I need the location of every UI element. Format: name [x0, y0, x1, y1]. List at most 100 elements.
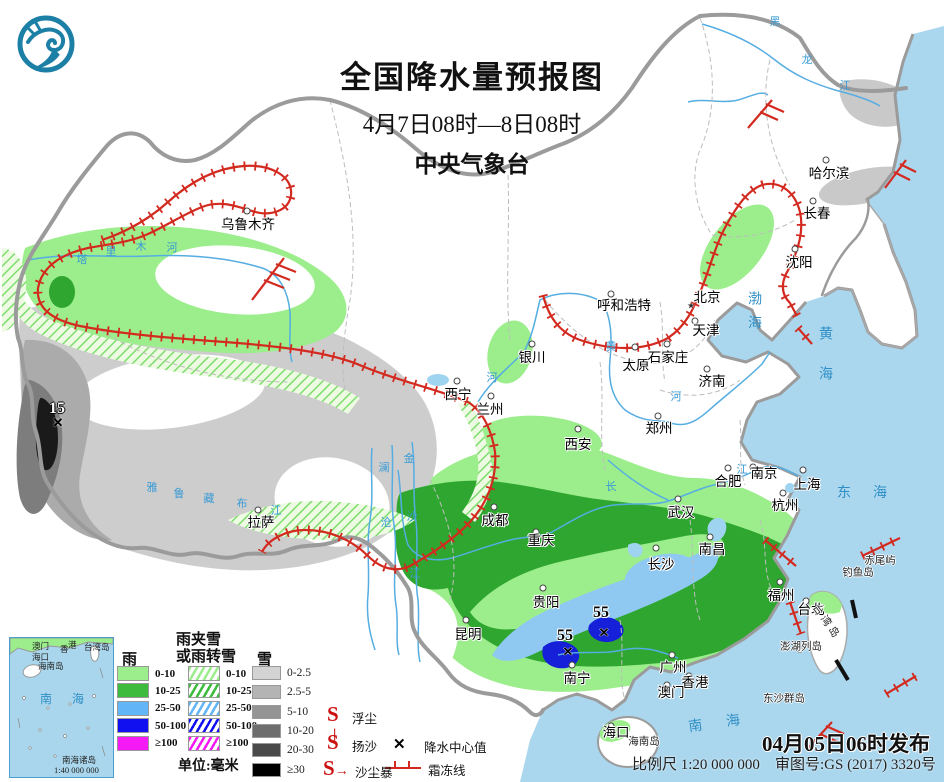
city-label: 广州 [659, 660, 687, 675]
city-label: 重庆 [527, 533, 555, 548]
legend-item: 10-25 [188, 683, 252, 699]
island-label: 东沙群岛 [763, 693, 805, 705]
inset-scale-label: 1:40 000 000 [54, 765, 99, 775]
precip-center-icon: ✕ [393, 737, 406, 753]
river-label: 鲁 [173, 488, 185, 500]
city-label: 成都 [481, 513, 509, 528]
legend-item: 10-20 [252, 723, 314, 738]
city-marker [652, 544, 660, 552]
city-marker [691, 317, 699, 325]
legend-item: 10-25 [117, 683, 181, 699]
legend-item-label: ≥30 [287, 763, 305, 776]
river-label: 江 [270, 505, 282, 517]
river-label: 河 [486, 372, 498, 384]
city-marker [568, 661, 576, 669]
legend-item: 25-50 [188, 700, 252, 716]
city-marker [668, 651, 676, 659]
river-label: 龙 [801, 54, 813, 66]
city-marker [802, 597, 810, 605]
precip-center-xmark: ✕ [52, 415, 64, 430]
inset-place-label: 香 [60, 644, 69, 654]
river-label: 塔 [76, 254, 88, 266]
snow-swatch [252, 685, 281, 700]
precip-center-xmark: ✕ [562, 644, 574, 659]
river-label: 里 [105, 246, 117, 258]
river-label: 藏 [203, 493, 215, 505]
city-label: 香港 [681, 675, 709, 690]
precip-center-value: 55 [593, 604, 609, 621]
city-label: 哈尔滨 [808, 166, 850, 181]
city-marker [791, 245, 799, 253]
city-marker [703, 365, 711, 373]
legend-item: 5-10 [252, 704, 308, 719]
rain-swatch [117, 700, 149, 716]
city-marker [453, 377, 461, 385]
cma-logo [14, 12, 78, 81]
sea-label: 东海 [837, 486, 909, 501]
city-marker [607, 290, 615, 298]
city-label: 北京 [693, 290, 721, 305]
legend-sleet-title-1: 雨夹雪 [176, 632, 222, 648]
legend-item-label: 25-50 [226, 702, 252, 715]
island-label: 钓鱼岛 [842, 567, 874, 579]
city-label: 海口 [602, 725, 630, 740]
rain-swatch [117, 683, 149, 699]
precip-center-value: 55 [557, 627, 573, 644]
city-label: 沈阳 [785, 255, 813, 270]
legend-item-label: 10-25 [226, 684, 252, 697]
legend-item-label: 10-20 [287, 724, 314, 737]
river-label: 河 [166, 242, 178, 254]
penghu-islet [797, 647, 803, 653]
legend-rain-title: 雨 [122, 652, 138, 668]
blowing-sand-label: 扬沙 [352, 740, 378, 754]
city-marker [462, 616, 470, 624]
inset-sea-label: 南 [40, 692, 53, 706]
city-marker [528, 340, 536, 348]
precip-center-value: 15 [49, 400, 65, 417]
legend-item-label: 20-30 [287, 744, 314, 757]
city-marker [674, 495, 682, 503]
rain-swatch [117, 666, 149, 681]
city-label: 呼和浩特 [597, 298, 651, 313]
city-marker [663, 681, 671, 689]
city-label: 太原 [622, 358, 650, 373]
floating-dust-label: 浮尘 [352, 712, 378, 726]
legend-item: 25-50 [117, 700, 181, 716]
city-label: 台北 [797, 602, 825, 617]
city-marker [776, 578, 784, 586]
city-marker [631, 343, 639, 351]
rivers [27, 23, 881, 663]
city-label: 杭州 [771, 498, 799, 513]
capital-star-marker: ★ [686, 300, 696, 311]
legend-item: 2.5-5 [252, 685, 311, 700]
wind-barb-symbols [251, 99, 917, 749]
river-label: 布 [236, 498, 248, 510]
river-label: 河 [670, 391, 682, 403]
city-marker [654, 412, 662, 420]
city-marker [532, 528, 540, 536]
rain-swatch [188, 735, 220, 751]
legend-item-label: 10-25 [155, 684, 181, 697]
river-label: 沧 [380, 517, 392, 529]
city-marker [779, 489, 787, 497]
city-label: 南京 [750, 466, 778, 481]
city-label: 西安 [564, 437, 592, 452]
legend-item: ≥30 [252, 762, 305, 777]
river-label: 黑 [769, 16, 781, 28]
frost-line-sample [385, 761, 421, 769]
city-label: 天津 [692, 323, 720, 338]
inset-place-label: 港 [68, 640, 77, 650]
legend-sleet-title-2: 或雨转雪 [176, 649, 237, 665]
chiwei-islet [870, 554, 874, 558]
legend-item: ≥100 [117, 735, 178, 751]
legend-item-label: 50-100 [226, 719, 258, 732]
legend-item-label: 0-10 [226, 667, 247, 680]
legend-item-label: 0-2.5 [287, 667, 311, 679]
river-label: 江 [409, 568, 421, 580]
south-china-sea-inset: 澳门香港台湾岛 海口 海南岛南 海南海诸岛 1:40 000 000 [9, 637, 114, 778]
sandstorm-icon: S→ [323, 756, 349, 780]
inset-place-label: 澳门 [32, 641, 50, 651]
city-label: 合肥 [714, 474, 742, 489]
legend-item-label: 0-10 [155, 667, 176, 680]
